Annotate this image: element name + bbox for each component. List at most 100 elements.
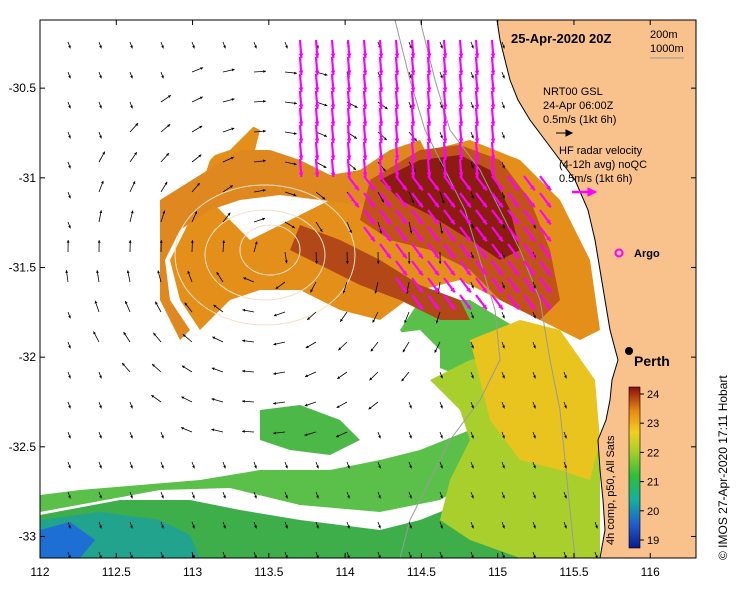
argo-marker-icon [614,248,624,258]
gsl-arrow-head [68,45,71,49]
gsl-arrow-head [161,525,164,529]
gsl-arrow-head [182,334,186,338]
hf-arrow-head [434,287,439,293]
gsl-arrow-head [231,98,235,101]
hf-arrow-head [458,138,464,143]
gsl-arrow-head [383,137,387,141]
gsl-arrow-head [212,336,216,340]
gsl-arrow-head [379,230,382,234]
gsl-arrow-head [440,75,443,79]
gsl-arrow-head [223,525,226,529]
gsl-arrow-head [216,272,220,276]
hf-arrow-head [330,70,336,75]
hf-arrow-head [498,202,503,208]
hf-arrow-head [450,304,455,310]
gsl-arrow-head [152,364,156,367]
hf-arrow-head [546,185,551,191]
hf-arrow-head [498,304,503,310]
hf-arrow-head [330,53,336,58]
gsl-arrow-head [254,555,257,558]
gsl-arrow-head [68,465,71,469]
hf-arrow-head [418,219,423,225]
gsl-arrow-head [242,369,245,373]
gsl-arrow-head [273,401,276,405]
gsl-arrow-head [440,45,443,49]
gsl-arrow-head [316,555,319,558]
gsl-arrow-head [130,405,133,409]
gsl-arrow-head [96,270,99,274]
argo-label: Argo [634,248,660,260]
gsl-arrow-head [285,465,288,469]
colorbar-gradient [628,386,641,549]
hf-arrow-head [530,287,535,293]
gsl-arrow-head [273,342,277,346]
gsl-arrow-head [347,555,350,558]
gsl-arrow-head [471,435,474,439]
gsl-arrow-head [254,241,258,245]
hf-arrow-head [514,287,519,293]
gsl-arrow-head [230,156,234,160]
gsl-arrow-head [471,465,474,469]
gsl-arrow-head [336,434,340,438]
hf-arrow-head [354,185,359,191]
gsl-arrow-head [254,525,257,529]
gsl-arrow-head [159,240,163,243]
gsl-arrow-head [194,211,198,215]
hf-arrow-head [314,155,320,160]
gsl-arrow-head [372,319,376,323]
gsl-arrow-head [99,105,102,109]
hf-arrow-head [378,172,384,177]
gsl-arrow-head [275,286,279,289]
colorbar-tick-label: 23 [647,418,659,430]
hf-arrow-head [330,104,336,109]
hf-arrow-head [514,219,519,225]
hf-arrow-head [346,121,352,126]
gsl-arrow-head [157,270,161,274]
gsl-arrow-head [200,67,204,70]
gsl-arrow-head [192,45,195,49]
hf-arrow-head [354,202,359,208]
gsl-arrow-head [435,320,439,324]
hf-arrow-head [314,121,320,126]
gsl-arrow-head [128,240,132,243]
hf-arrow-head [418,202,423,208]
colorbar-ticks: 24 23 22 21 20 19 [640,389,659,547]
gsl-arrow-head [102,151,105,155]
hf-arrow-head [402,202,407,208]
hf-arrow-head [378,70,384,75]
gsl-arrow-head [130,75,133,79]
gsl-arrow-head [438,261,442,264]
gsl-arrow-head [471,525,474,529]
gsl-arrow-head [370,348,374,352]
gsl-arrow-head [181,365,185,369]
hf-arrow-head [482,236,487,242]
gsl-arrow-head [409,525,412,529]
gsl-arrow-head [471,495,474,499]
gsl-arrow-head [167,95,171,98]
hf-arrows [298,39,552,311]
hf-arrow-head [530,304,535,310]
hf-arrow-head [482,270,487,276]
hf-arrow-head [370,202,375,208]
gsl-arrow-head [374,290,378,294]
gsl-arrow-head [66,240,70,243]
gsl-arrow-head [324,103,328,107]
x-tick-label: 114.5 [407,565,436,579]
hf-arrow-head [514,304,519,310]
hf-arrow-head [434,202,439,208]
gsl-arrow-head [409,555,412,558]
gsl-arrow-head [304,433,308,436]
depth-label-200m: 200m [650,29,678,41]
hf-arrow-head [474,53,480,58]
gsl-arrow-head [471,255,474,259]
hf-arrow-head [498,253,503,259]
gsl-arrow-head [412,169,416,173]
hf-arrow-head [378,104,384,109]
gsl-arrow-head [564,375,567,379]
hf-arrow-head [458,155,464,160]
gsl-arrow-head [68,345,71,349]
hf-arrow-head [378,121,384,126]
hf-arrow-head [314,87,320,92]
hf-arrow-head [386,253,391,259]
hf-arrow-head [394,121,400,126]
